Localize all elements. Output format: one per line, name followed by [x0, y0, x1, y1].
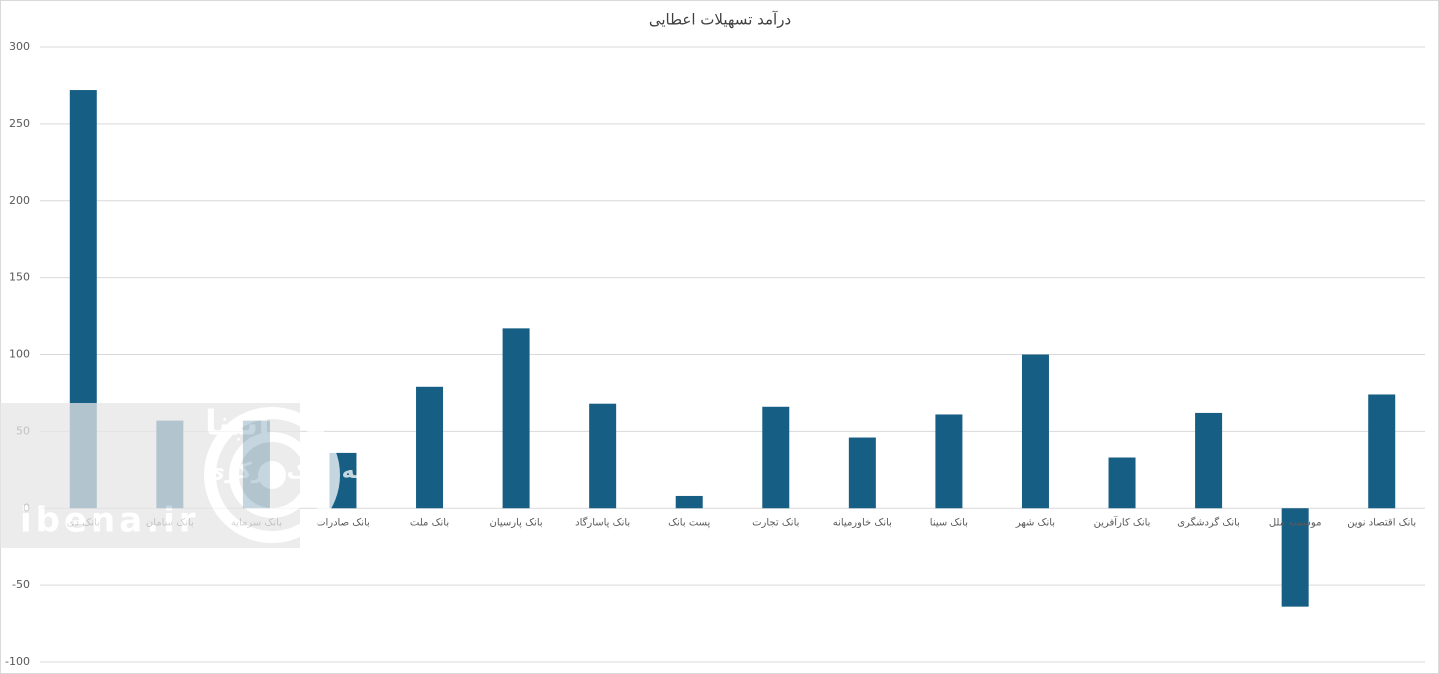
x-tick-label: موسسه ملل [1269, 517, 1322, 528]
y-tick-label: 100 [9, 348, 30, 361]
x-tick-label: پست بانک [668, 517, 710, 528]
bar [1368, 394, 1396, 509]
chart-title: درآمد تسهیلات اعطایی [649, 11, 791, 29]
x-tick-label: بانک شهر [1015, 517, 1055, 528]
watermark-site: ibena.ir [20, 501, 200, 541]
x-tick-label: بانک پارسیان [489, 517, 542, 528]
bar [1108, 457, 1136, 509]
x-tick-label: بانک کارآفرین [1094, 515, 1151, 528]
bar [502, 328, 530, 509]
watermark-name: ایبنا [205, 404, 270, 444]
watermark: ایبنا رسانه بانک مرکزی ibena.ir [0, 403, 406, 548]
x-tick-label: بانک تجارت [752, 517, 799, 528]
bar [1195, 412, 1223, 509]
x-tick-label: بانک صادرات [316, 517, 370, 528]
y-tick-label: 300 [9, 40, 30, 53]
x-tick-label: بانک سینا [930, 517, 968, 528]
watermark-dot [258, 461, 286, 489]
x-tick-label: بانک پاسارگاد [575, 516, 630, 528]
y-tick-label: 150 [9, 271, 30, 284]
x-tick-label: بانک ملت [410, 517, 449, 528]
watermark-ring [229, 432, 315, 518]
watermark-tagline: رسانه بانک مرکزی [205, 459, 406, 484]
y-tick-label: -50 [12, 578, 30, 591]
x-tick-label: بانک خاورمیانه [833, 517, 892, 528]
x-tick-label: بانک اقتصاد نوین [1347, 517, 1416, 528]
y-tick-label: 250 [9, 117, 30, 130]
y-tick-label: -100 [5, 655, 30, 668]
y-tick-label: 200 [9, 194, 30, 207]
bar [416, 386, 444, 509]
bar [589, 403, 617, 509]
bar [675, 495, 703, 509]
watermark-ring [204, 407, 340, 543]
bar [762, 406, 790, 509]
bar [1281, 508, 1309, 607]
bar [848, 437, 876, 509]
watermark-bg [0, 403, 300, 548]
x-tick-label: بانک گردشگری [1177, 516, 1240, 528]
bar [1021, 354, 1049, 509]
bar [935, 414, 963, 509]
